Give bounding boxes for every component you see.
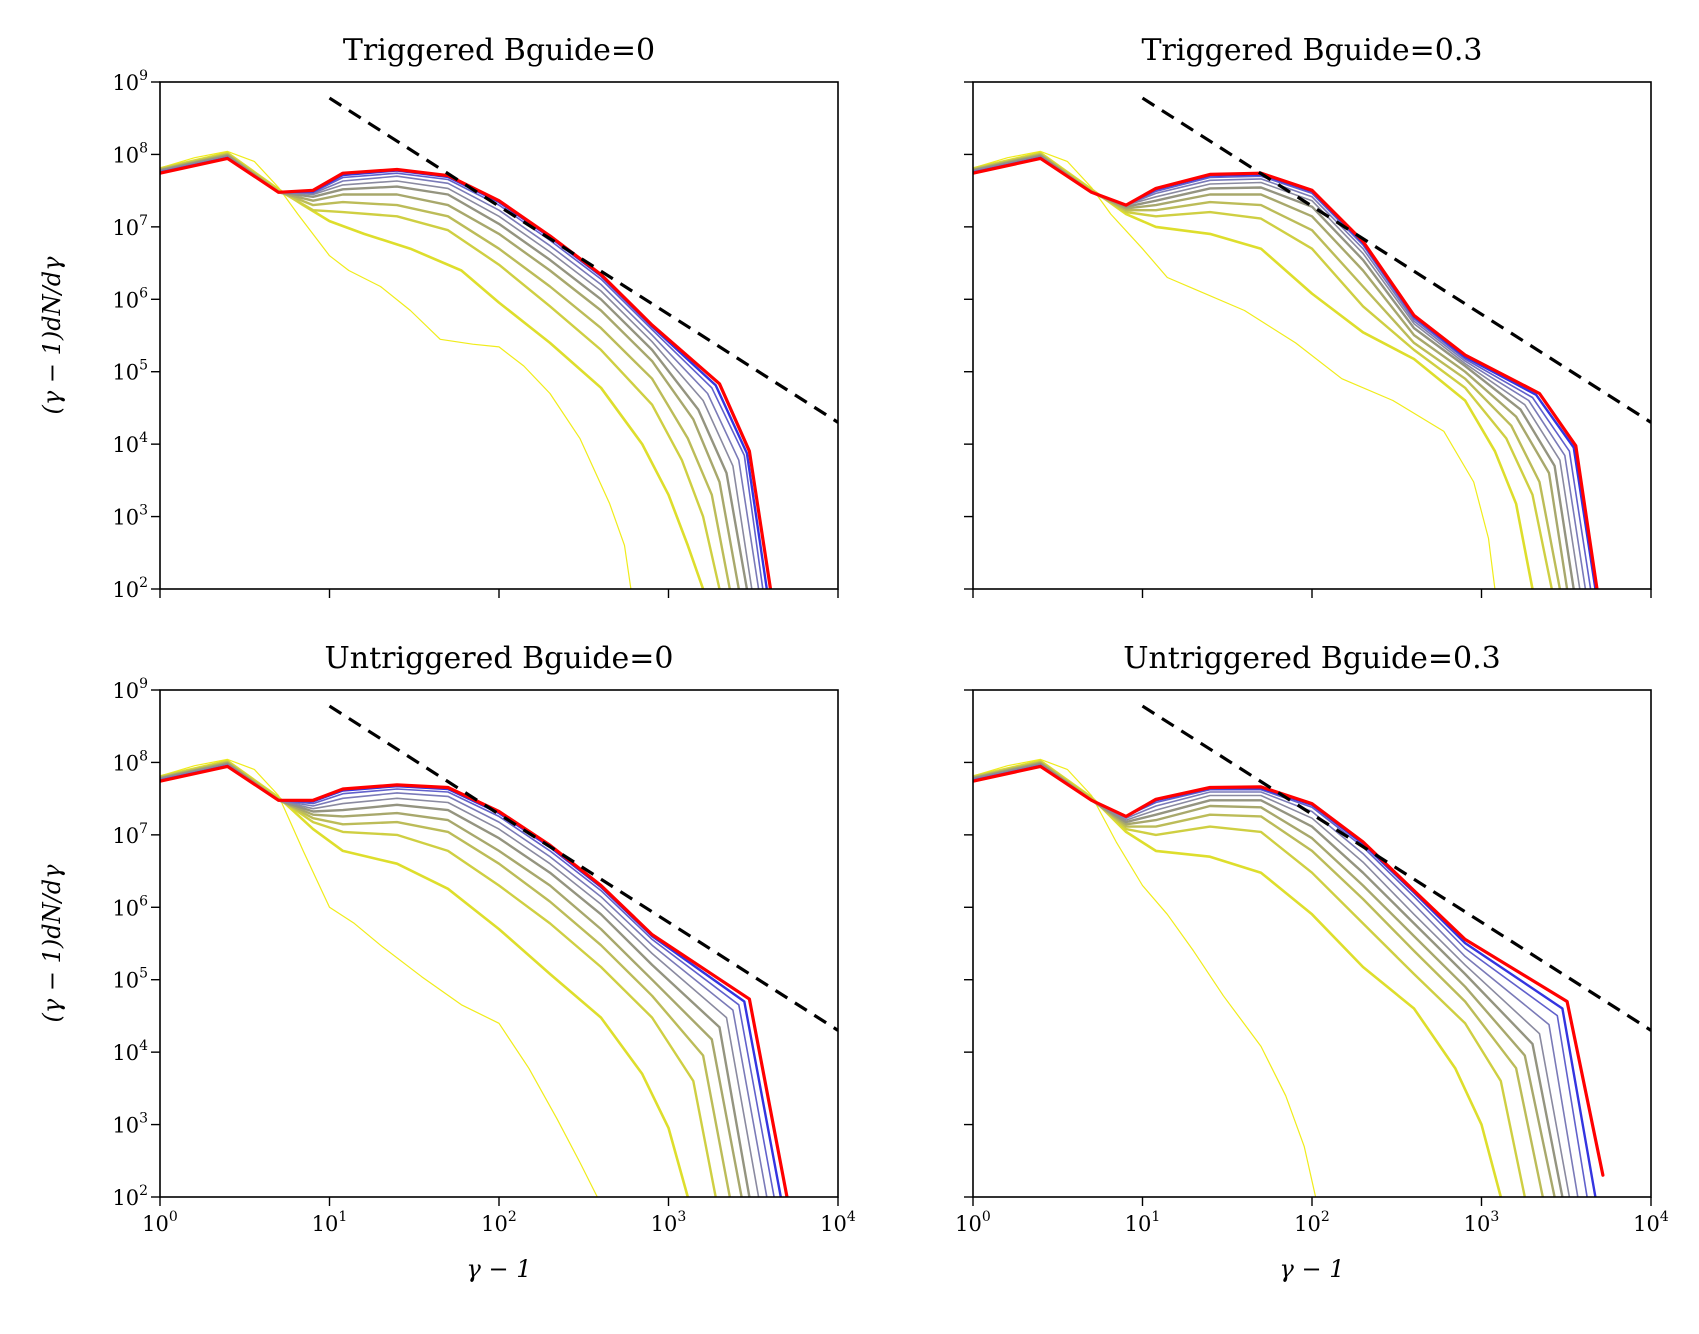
series-line-1: [160, 758, 598, 1197]
y-tick-label: 106: [112, 893, 148, 920]
series-line-3: [160, 760, 717, 1197]
series-group: [973, 704, 1651, 1197]
panel-1: 102 103 104 105 106 107 108 109 Triggered Bguide…: [38, 33, 839, 602]
panel-title: Untriggered Bguide=0: [325, 641, 674, 676]
y-tick-label: 105: [112, 358, 148, 385]
plot-frame: [972, 689, 1652, 1198]
x-axis-label: γ − 1: [467, 1255, 532, 1283]
x-tick-label: 102: [481, 1209, 517, 1236]
y-tick-label: 104: [112, 430, 148, 457]
power-law-reference-line: [328, 96, 838, 424]
series-line-10: [160, 156, 768, 589]
series-line-11: [160, 764, 789, 1197]
series-line-11: [973, 156, 1599, 589]
series-line-7: [973, 763, 1571, 1197]
panel-title: Triggered Bguide=0.3: [1142, 33, 1483, 68]
plot-frame: [972, 81, 1652, 590]
panel-3: 100 101 102 103 104 102 103 104 105 106 107 108 109 U…: [38, 641, 856, 1283]
y-tick-label: 109: [112, 68, 148, 95]
y-tick-label: 106: [112, 285, 148, 312]
x-tick-label: 102: [1294, 1209, 1330, 1236]
panel-title: Untriggered Bguide=0.3: [1123, 641, 1501, 676]
series-line-5: [973, 761, 1556, 1197]
y-axis-label: (γ − 1)dN/dγ: [38, 864, 66, 1023]
y-tick-label: 105: [112, 966, 148, 993]
series-line-9: [160, 156, 764, 589]
y-tick-label: 103: [112, 503, 148, 530]
series-group: [973, 96, 1651, 589]
power-law-reference-line: [328, 704, 838, 1032]
series-line-4: [160, 153, 731, 589]
y-tick-label: 109: [112, 676, 148, 703]
series-line-11: [973, 764, 1605, 1177]
x-tick-label: 103: [1464, 1209, 1500, 1236]
series-line-6: [160, 762, 751, 1197]
series-line-1: [973, 758, 1317, 1197]
x-tick-label: 101: [1125, 1209, 1161, 1236]
panel-4: 100 101 102 103 104 Untriggered Bguide=0.3 γ −…: [955, 641, 1669, 1283]
x-tick-label: 104: [1633, 1209, 1669, 1236]
series-line-5: [160, 153, 740, 589]
y-axis-label: (γ − 1)dN/dγ: [38, 256, 66, 415]
panel-title: Triggered Bguide=0: [343, 33, 655, 68]
series-line-5: [160, 761, 743, 1197]
x-tick-label: 101: [312, 1209, 348, 1236]
series-line-8: [973, 764, 1579, 1197]
y-tick-label: 107: [112, 821, 148, 848]
y-tick-label: 107: [112, 213, 148, 240]
series-line-1: [160, 150, 632, 589]
series-group: [160, 704, 838, 1197]
series-line-4: [160, 761, 731, 1197]
y-tick-label: 104: [112, 1038, 148, 1065]
series-line-1: [973, 150, 1496, 589]
series-line-3: [160, 152, 721, 589]
series-group: [160, 96, 838, 589]
y-tick-label: 108: [112, 140, 148, 167]
x-axis-label: γ − 1: [1280, 1255, 1345, 1283]
series-line-6: [973, 762, 1564, 1197]
series-line-10: [160, 764, 782, 1197]
power-law-reference-line: [1141, 704, 1651, 1032]
series-line-2: [973, 759, 1503, 1197]
y-tick-label: 108: [112, 748, 148, 775]
y-tick-label: 102: [112, 575, 148, 602]
plot-frame: [159, 81, 839, 590]
panel-2: Triggered Bguide=0.3: [964, 33, 1652, 598]
power-law-reference-line: [1141, 96, 1651, 424]
x-tick-label: 103: [651, 1209, 687, 1236]
y-tick-label: 103: [112, 1111, 148, 1138]
x-tick-label: 104: [820, 1209, 856, 1236]
y-tick-label: 102: [112, 1183, 148, 1210]
x-tick-label: 100: [955, 1209, 991, 1236]
x-tick-label: 100: [142, 1209, 178, 1236]
